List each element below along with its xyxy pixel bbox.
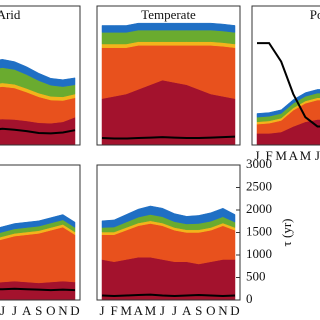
area-layer <box>101 205 236 228</box>
x-tick-label: M <box>120 303 132 318</box>
x-tick-label: N <box>218 303 228 318</box>
x-tick-label: J <box>0 303 5 318</box>
x-tick-label: N <box>58 303 68 318</box>
x-tick-label: D <box>230 303 239 318</box>
panel-title: Arid <box>0 7 21 22</box>
x-tick-label: A <box>134 303 144 318</box>
x-tick-label: J <box>254 148 259 163</box>
x-tick-label: J <box>160 303 165 318</box>
x-tick-label: A <box>289 148 299 163</box>
panel-border <box>96 5 241 146</box>
panel-border <box>0 5 81 146</box>
y-tick-label: 2500 <box>246 178 272 193</box>
x-tick-label: D <box>70 303 79 318</box>
area-layer <box>0 59 76 87</box>
x-tick-label: J <box>315 148 320 163</box>
area-layer <box>0 67 76 98</box>
x-tick-label: A <box>182 303 192 318</box>
tau-line <box>0 287 76 292</box>
panel-title: Temperate <box>141 7 196 22</box>
y-tick-label: 500 <box>246 268 266 283</box>
y-tick-label: 2000 <box>246 201 272 216</box>
area-layer <box>101 22 236 33</box>
x-tick-label: M <box>300 148 312 163</box>
area-layer <box>0 214 76 233</box>
x-tick-label: S <box>35 303 42 318</box>
x-tick-label: S <box>195 303 202 318</box>
x-tick-label: J <box>12 303 17 318</box>
y-tick-label: 1000 <box>246 246 272 261</box>
y-tick-label: 0 <box>246 291 253 306</box>
area-layer <box>0 219 76 238</box>
area-layer <box>0 224 76 241</box>
area-layer <box>0 86 76 124</box>
x-tick-label: M <box>275 148 287 163</box>
x-tick-label: J <box>99 303 104 318</box>
tau-line <box>257 42 320 128</box>
area-layer <box>0 82 76 101</box>
panel-border <box>0 164 81 301</box>
x-tick-label: M <box>145 303 157 318</box>
x-tick-label: A <box>22 303 32 318</box>
tau-line <box>101 135 236 140</box>
area-layer <box>0 226 76 284</box>
tau-line <box>0 127 76 135</box>
y-axis-label: τ (yr) <box>279 219 294 247</box>
y-tick-label: 1500 <box>246 223 272 238</box>
x-tick-label: O <box>206 303 215 318</box>
x-tick-label: O <box>46 303 55 318</box>
panel-border <box>251 5 320 146</box>
area-layer <box>256 89 320 118</box>
panel-title: Polar <box>310 7 320 22</box>
area-layer <box>101 257 236 301</box>
x-tick-label: F <box>110 303 117 318</box>
x-tick-label: F <box>265 148 272 163</box>
x-tick-label: J <box>172 303 177 318</box>
tau-line <box>101 293 236 297</box>
y-tick-label: 3000 <box>246 156 272 171</box>
